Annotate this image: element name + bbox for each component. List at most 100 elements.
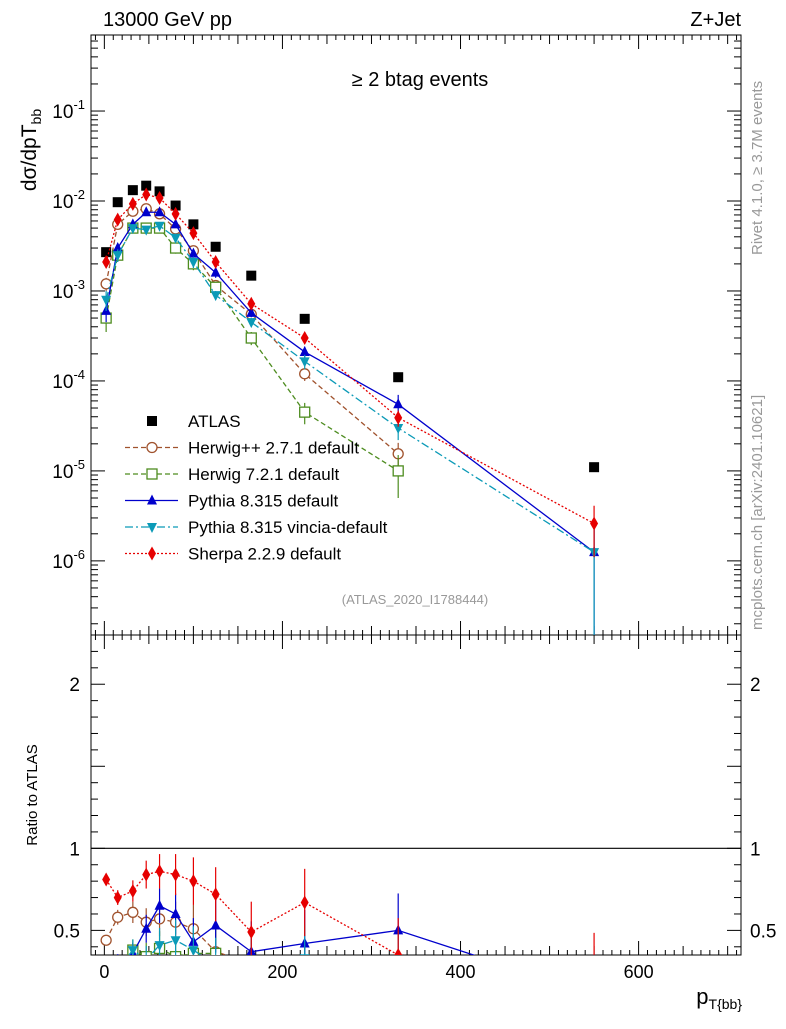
data-point (169, 242, 182, 254)
data-point (393, 372, 404, 383)
data-point (101, 295, 112, 306)
ratio-point (141, 922, 152, 933)
series-line (105, 211, 595, 553)
ratio-y-tick-label-right: 0.5 (750, 921, 776, 942)
ratio-point (154, 899, 165, 910)
ratio-point (102, 872, 111, 887)
series-5 (102, 187, 599, 558)
data-point (170, 218, 181, 229)
data-point (170, 200, 181, 211)
ratio-line (128, 939, 202, 955)
data-point (188, 257, 199, 268)
rivet-version-label: Rivet 4.1.0, ≥ 3.7M events (749, 81, 766, 255)
ratio-point (127, 946, 138, 955)
y-tick-label: 10-5 (52, 457, 85, 483)
ratio-series-5 (102, 854, 595, 955)
ratio-point (128, 884, 137, 898)
ratio-point (141, 956, 151, 966)
data-point (188, 247, 199, 258)
ratio-point (142, 867, 151, 882)
ratio-point (211, 961, 221, 971)
ratio-ylabel: Ratio to ATLAS (24, 744, 41, 845)
mcplots-label: mcplots.cern.ch [arXiv:2401.10621] (749, 395, 766, 630)
main-ylabel: dσ/dpTbb (18, 109, 44, 191)
ratio-line (128, 904, 476, 955)
ratio-point (170, 907, 181, 918)
legend-marker (147, 523, 157, 533)
legend-marker (146, 441, 158, 454)
ratio-y-tick-label-right: 2 (750, 675, 761, 696)
data-point (299, 406, 311, 418)
analysis-tag: (ATLAS_2020_I1788444) (342, 592, 488, 607)
x-tick-label: 600 (624, 962, 654, 982)
ratio-point (589, 988, 599, 998)
ratio-y-tick-label: 2 (69, 675, 80, 696)
legend-label: Pythia 8.315 default (188, 492, 339, 511)
main-ylabel-text: dσ/dpTbb (18, 109, 44, 191)
data-point (112, 251, 123, 262)
ratio-series-4 (127, 919, 595, 974)
ratio-point (393, 993, 403, 1003)
data-point (299, 345, 310, 356)
legend-item: ATLAS (147, 412, 241, 431)
legend-label: Sherpa 2.2.9 default (188, 545, 341, 564)
ratio-point (210, 919, 221, 930)
data-point (299, 313, 310, 324)
ratio-line (128, 947, 219, 955)
ratio-point (113, 890, 122, 905)
ratio-point (300, 993, 310, 1003)
legend-item: Pythia 8.315 vincia-default (125, 518, 388, 537)
ratio-point (299, 954, 310, 955)
data-point (189, 226, 198, 241)
y-tick-label: 10-3 (52, 277, 85, 303)
data-point (210, 241, 221, 252)
data-point (141, 180, 152, 191)
y-tick-label: 10-2 (52, 187, 85, 213)
ratio-point (170, 936, 181, 947)
axes-group: 0 200 400 600 10-6 10-5 10-4 10-3 10-2 10-1 0.5 0.5… (52, 35, 776, 982)
data-point (142, 187, 151, 202)
ratio-point (189, 874, 198, 889)
data-point (112, 197, 123, 208)
data-point (299, 357, 310, 368)
ratio-line (105, 870, 406, 955)
legend-item: Herwig++ 2.7.1 default (125, 439, 359, 458)
data-point (210, 266, 221, 277)
data-point (154, 206, 165, 217)
ratio-point (246, 975, 256, 985)
legend-marker (148, 546, 156, 561)
data-point (170, 233, 181, 244)
legend-marker (147, 494, 157, 505)
data-point (247, 296, 256, 311)
y-tick-label: 10-1 (52, 97, 85, 123)
legend-marker (146, 468, 158, 480)
ratio-series-3 (117, 888, 599, 998)
ratio-y-tick-label: 0.5 (54, 921, 80, 942)
ratio-point (112, 911, 124, 923)
ratio-point (393, 964, 403, 974)
data-point (300, 331, 309, 346)
ratio-plot-frame (90, 634, 742, 956)
data-point (299, 368, 311, 380)
data-point (113, 212, 122, 227)
header-energy-label: 13000 GeV pp (103, 9, 232, 31)
data-point (246, 306, 257, 317)
data-point (211, 254, 220, 269)
ratio-point (246, 958, 256, 968)
data-point (392, 465, 404, 477)
ratio-point (154, 941, 165, 952)
ratio-point (394, 948, 403, 955)
legend-item: Sherpa 2.2.9 default (125, 545, 341, 564)
data-point (127, 224, 138, 235)
data-point (154, 221, 165, 232)
header-process-label: Z+Jet (690, 9, 741, 31)
legend-label: ATLAS (188, 412, 241, 431)
data-point (101, 247, 112, 258)
series-layer (100, 180, 600, 635)
ratio-point (127, 906, 139, 918)
series-line (105, 227, 399, 472)
ratio-point (155, 864, 164, 879)
ratio-point (211, 887, 220, 902)
plot-title: ≥ 2 btag events (352, 69, 489, 91)
